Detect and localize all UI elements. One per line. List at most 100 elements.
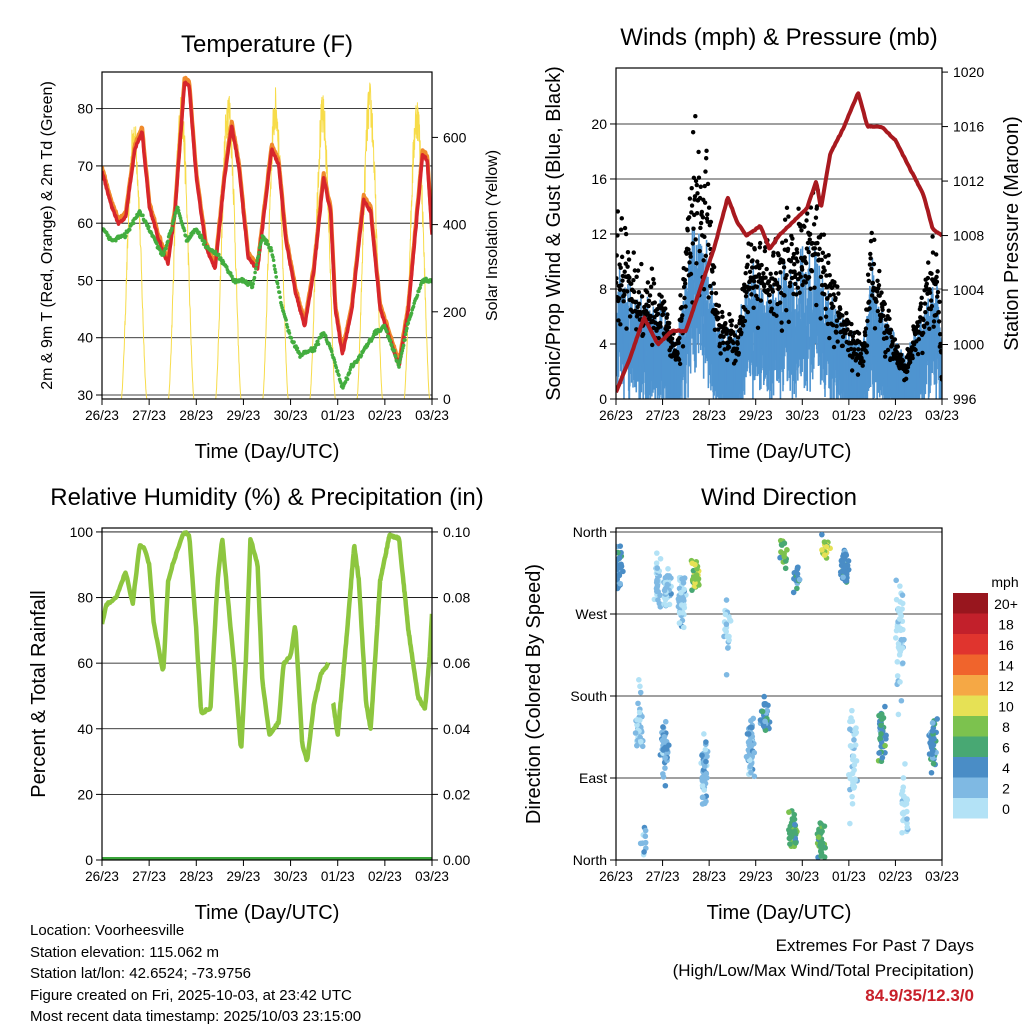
wind-direction-point xyxy=(665,574,672,580)
gust-point xyxy=(916,337,922,342)
wind-direction-point xyxy=(616,566,620,573)
gust-point xyxy=(616,233,620,238)
dewpoint-point xyxy=(277,290,282,295)
legend-label: 2 xyxy=(1002,781,1010,797)
gust-point xyxy=(931,324,936,329)
dewpoint-point xyxy=(172,214,177,219)
gust-point xyxy=(707,283,713,289)
gust-point xyxy=(924,281,929,287)
dewpoint-point xyxy=(257,245,262,250)
dewpoint-point xyxy=(176,205,180,210)
dewpoint-point xyxy=(385,330,389,334)
gust-point xyxy=(793,281,798,287)
dewpoint-point xyxy=(178,216,183,220)
dewpoint-point xyxy=(123,234,128,238)
dewpoint-point xyxy=(199,235,204,239)
wind-direction-point xyxy=(899,592,906,598)
dewpoint-point xyxy=(329,349,334,354)
panel-0 xyxy=(96,71,438,405)
gust-point xyxy=(783,238,789,243)
gust-point xyxy=(697,195,703,201)
gust-point xyxy=(747,285,752,290)
x-axis-label: Time (Day/UTC) xyxy=(707,441,852,463)
gust-point xyxy=(863,332,868,338)
gust-point xyxy=(701,258,706,263)
gust-point xyxy=(740,323,746,328)
y2-axis-label: Solar Insolation (Yellow) xyxy=(484,150,501,321)
gust-point xyxy=(767,292,772,298)
gust-point xyxy=(823,254,828,259)
wind-direction-point xyxy=(662,738,668,744)
wind-direction-point xyxy=(653,560,660,566)
pressure-line xyxy=(616,91,942,393)
gust-point xyxy=(788,280,793,286)
gust-point xyxy=(652,300,657,305)
wind-direction-point xyxy=(678,598,685,604)
gust-point xyxy=(623,231,629,237)
gust-point xyxy=(625,289,630,294)
gust-point xyxy=(937,299,942,305)
gust-point xyxy=(832,280,837,285)
dewpoint-point xyxy=(397,365,401,369)
x-tick-label: 01/23 xyxy=(832,869,866,884)
wind-direction-point xyxy=(699,752,705,759)
gust-point xyxy=(888,327,894,333)
dewpoint-point xyxy=(289,336,294,340)
y-axis-label: Sonic/Prop Wind & Gust (Blue, Black) xyxy=(543,66,565,401)
dewpoint-point xyxy=(345,377,350,381)
gust-point xyxy=(703,156,709,161)
gust-point xyxy=(803,280,809,285)
gust-point xyxy=(825,296,830,301)
gust-point xyxy=(866,299,872,304)
y2-tick-label: 1016 xyxy=(953,119,984,135)
gust-point xyxy=(795,285,801,290)
wind-direction-point xyxy=(882,742,888,749)
gust-point xyxy=(698,225,703,231)
gust-point xyxy=(892,337,898,342)
wind-direction-point xyxy=(679,594,685,600)
dewpoint-point xyxy=(275,281,280,286)
gust-point xyxy=(663,306,668,311)
wind-direction-point xyxy=(662,718,669,725)
gust-point xyxy=(725,328,731,333)
wind-direction-point xyxy=(762,718,768,725)
wind-direction-point xyxy=(703,739,709,745)
dewpoint-point xyxy=(388,339,393,343)
gust-point xyxy=(740,315,745,320)
gust-point xyxy=(655,306,660,312)
y2-tick-label: 1012 xyxy=(953,173,984,189)
gust-point xyxy=(936,309,941,315)
gust-point xyxy=(805,211,810,216)
gust-point xyxy=(804,246,810,251)
dewpoint-point xyxy=(273,267,277,272)
gust-point xyxy=(751,278,757,284)
gust-point xyxy=(725,357,730,363)
x-tick-label: 02/23 xyxy=(879,869,913,884)
dewpoint-point xyxy=(166,239,170,244)
gust-point xyxy=(746,254,751,259)
gust-point xyxy=(681,284,687,290)
gust-point xyxy=(815,240,820,246)
wind-direction-point xyxy=(852,776,858,782)
dewpoint-point xyxy=(265,239,269,243)
wind-direction-point xyxy=(703,758,709,765)
gust-point xyxy=(826,260,831,266)
wind-direction-point xyxy=(852,730,859,737)
wind-direction-point xyxy=(762,727,769,733)
dewpoint-point xyxy=(347,371,352,375)
gust-point xyxy=(703,169,708,174)
created-text: Figure created on Fri, 2025-10-03, at 23… xyxy=(30,986,352,1004)
wind-direction-point xyxy=(934,716,940,722)
legend-label: 10 xyxy=(998,699,1014,715)
y-tick-label: 40 xyxy=(77,721,93,737)
dewpoint-point xyxy=(106,233,110,237)
gust-point xyxy=(858,351,864,356)
gust-point xyxy=(764,266,769,272)
gust-point xyxy=(929,303,935,309)
gust-point xyxy=(745,262,750,268)
panel-title: Winds (mph) & Pressure (mb) xyxy=(620,24,937,51)
wind-direction-point xyxy=(678,589,684,596)
wind-direction-point xyxy=(634,722,640,728)
wind-direction-point xyxy=(849,756,856,763)
gust-point xyxy=(822,291,827,297)
